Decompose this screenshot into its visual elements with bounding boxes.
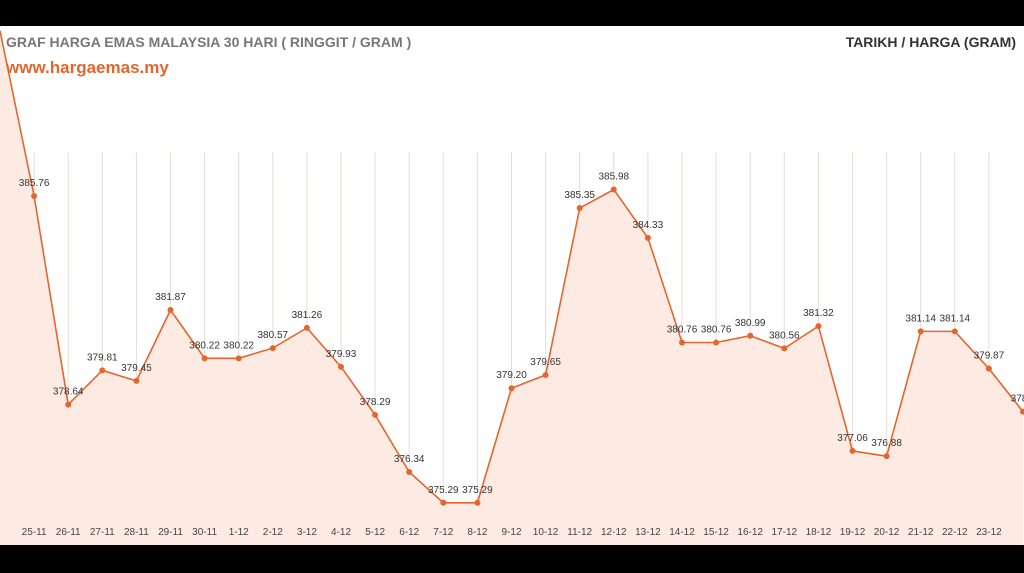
x-tick-label: 9-12	[501, 527, 521, 538]
data-point	[31, 193, 38, 199]
data-point	[133, 377, 140, 384]
legend-title: TARIKH / HARGA (GRAM)	[845, 34, 1016, 50]
data-point	[508, 385, 515, 392]
data-label: 379.20	[496, 370, 527, 381]
x-tick-label: 26-11	[56, 527, 81, 538]
x-tick-label: 21-12	[908, 527, 934, 538]
data-point	[235, 355, 242, 362]
data-label: 378	[1011, 394, 1024, 405]
x-tick-label: 13-12	[635, 527, 661, 538]
data-label: 378.64	[53, 387, 84, 398]
x-tick-label: 2-12	[263, 527, 283, 538]
data-point	[201, 355, 208, 362]
x-tick-label: 8-12	[467, 527, 487, 538]
data-point	[951, 328, 958, 335]
data-point	[99, 367, 106, 374]
data-point	[849, 447, 856, 454]
data-point	[372, 411, 379, 418]
x-tick-label: 28-11	[124, 527, 149, 538]
x-tick-label: 6-12	[399, 527, 419, 538]
data-point	[576, 205, 583, 212]
data-label: 380.22	[189, 340, 220, 351]
data-label: 381.14	[940, 313, 971, 324]
x-tick-label: 4-12	[331, 527, 351, 538]
data-label: 379.45	[121, 363, 152, 374]
data-point	[542, 372, 549, 379]
data-point	[1020, 408, 1024, 415]
data-point	[303, 324, 310, 331]
data-label: 375.29	[428, 485, 459, 496]
data-point	[815, 323, 822, 330]
data-point	[679, 339, 685, 346]
price-chart: 385.76 25-11 378.64 26-11 379.81 27-11 379.45 2…	[0, 30, 1024, 545]
data-label: 379.87	[974, 351, 1005, 362]
x-tick-label: 20-12	[874, 527, 900, 538]
data-point	[610, 186, 617, 193]
x-tick-label: 11-12	[567, 527, 592, 538]
data-label: 385.76	[19, 178, 50, 189]
data-point	[985, 365, 992, 372]
x-tick-label: 23-12	[976, 527, 1002, 538]
area-fill	[0, 30, 1023, 545]
x-tick-label: 18-12	[806, 527, 832, 538]
data-label: 377.06	[837, 433, 868, 444]
x-tick-label: 5-12	[365, 527, 385, 538]
data-label: 379.93	[326, 349, 357, 360]
data-label: 375.29	[462, 485, 493, 496]
data-label: 380.56	[769, 330, 800, 341]
site-watermark[interactable]: www.hargaemas.my	[6, 58, 169, 77]
data-label: 380.99	[735, 318, 766, 329]
data-label: 385.35	[564, 190, 595, 201]
chart-frame: 385.76 25-11 378.64 26-11 379.81 27-11 379.45 2…	[0, 26, 1024, 545]
data-point	[644, 234, 651, 241]
x-tick-label: 30-11	[192, 527, 217, 538]
data-label: 379.65	[530, 357, 561, 368]
x-tick-label: 12-12	[601, 527, 627, 538]
data-point	[440, 499, 447, 506]
x-tick-label: 27-11	[90, 527, 115, 538]
chart-title: GRAF HARGA EMAS MALAYSIA 30 HARI ( RINGG…	[6, 34, 412, 50]
x-tick-label: 10-12	[533, 527, 559, 538]
x-tick-label: 15-12	[703, 527, 729, 538]
data-point	[883, 453, 890, 460]
x-tick-label: 22-12	[942, 527, 968, 538]
data-label: 381.14	[905, 313, 936, 324]
x-tick-label: 17-12	[772, 527, 798, 538]
data-point	[269, 345, 276, 352]
data-label: 380.57	[258, 330, 289, 341]
x-tick-label: 1-12	[229, 527, 249, 538]
data-point	[917, 328, 924, 335]
data-point	[713, 339, 720, 346]
x-tick-label: 19-12	[840, 527, 866, 538]
x-tick-label: 7-12	[433, 527, 453, 538]
data-point	[65, 401, 72, 408]
data-point	[406, 469, 413, 476]
x-tick-label: 3-12	[297, 527, 317, 538]
x-tick-label: 14-12	[669, 527, 695, 538]
data-label: 380.76	[701, 325, 732, 336]
data-label: 380.22	[223, 340, 254, 351]
x-tick-label: 29-11	[158, 527, 183, 538]
data-point	[781, 345, 788, 352]
data-label: 376.34	[394, 454, 425, 465]
data-label: 381.32	[803, 308, 834, 319]
data-point	[338, 363, 344, 370]
data-point	[747, 332, 754, 339]
data-label: 379.81	[87, 352, 118, 363]
data-label: 376.88	[871, 438, 902, 449]
data-label: 381.26	[292, 310, 323, 321]
x-tick-label: 16-12	[737, 527, 763, 538]
data-label: 378.29	[360, 397, 391, 408]
data-label: 380.76	[667, 325, 698, 336]
x-tick-label: 25-11	[22, 527, 47, 538]
data-label: 381.87	[155, 292, 186, 303]
data-point	[167, 306, 174, 313]
data-point	[474, 499, 481, 506]
data-label: 384.33	[633, 220, 664, 231]
data-label: 385.98	[599, 172, 630, 183]
